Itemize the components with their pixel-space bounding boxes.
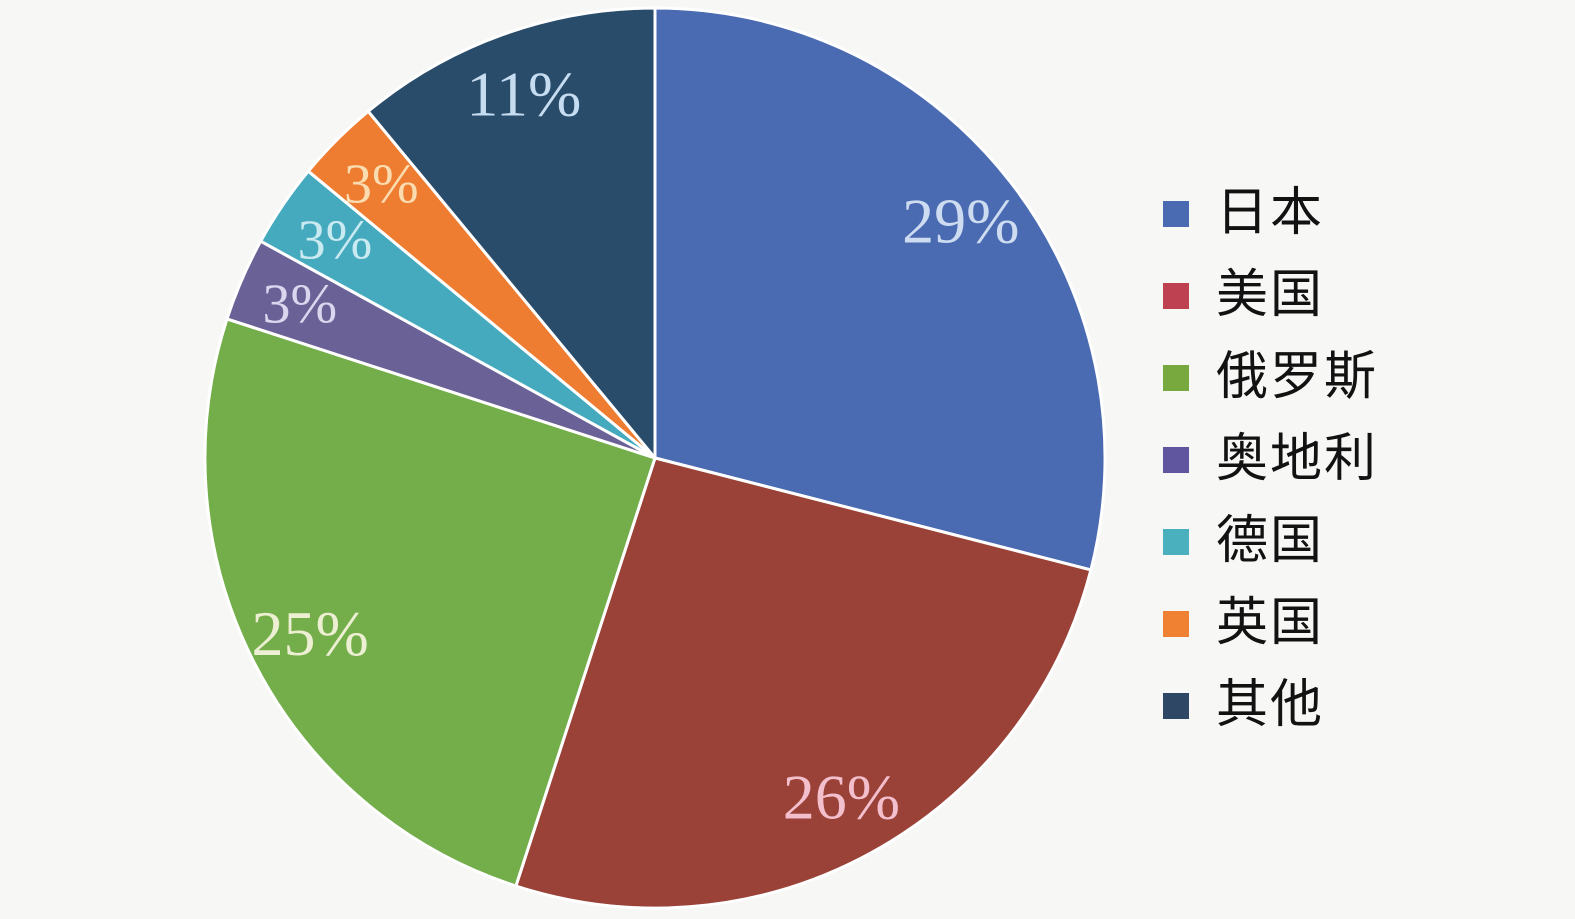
pie-label-other: 11%	[466, 58, 581, 129]
pie-slice-russia	[203, 317, 657, 888]
legend-item-germany: 德国	[1163, 501, 1378, 583]
pie-slice-japan	[653, 6, 1107, 572]
legend-swatch-austria	[1163, 447, 1189, 473]
legend-label-japan: 日本	[1216, 185, 1325, 242]
legend-item-japan: 日本	[1163, 173, 1378, 255]
legend-swatch-usa	[1163, 283, 1189, 309]
legend-swatch-russia	[1163, 365, 1189, 391]
pie-label-japan: 29%	[902, 185, 1019, 256]
legend-label-usa: 美国	[1216, 267, 1325, 324]
pie-slice-usa	[514, 456, 1093, 910]
legend-label-austria: 奥地利	[1216, 431, 1379, 488]
legend-swatch-germany	[1163, 529, 1189, 555]
chart-legend: 日本 美国 俄罗斯 奥地利 德国 英国 其他	[1163, 173, 1378, 747]
legend-item-russia: 俄罗斯	[1163, 337, 1378, 419]
legend-item-other: 其他	[1163, 665, 1378, 747]
legend-label-germany: 德国	[1216, 513, 1325, 570]
pie-label-russia: 25%	[252, 598, 369, 669]
legend-item-uk: 英国	[1163, 583, 1378, 665]
pie-slice-other	[366, 6, 657, 460]
legend-swatch-japan	[1163, 201, 1189, 227]
legend-swatch-other	[1163, 693, 1189, 719]
legend-item-austria: 奥地利	[1163, 419, 1378, 501]
legend-item-usa: 美国	[1163, 255, 1378, 337]
pie-label-germany: 3%	[298, 210, 373, 272]
legend-swatch-uk	[1163, 611, 1189, 637]
legend-label-russia: 俄罗斯	[1216, 349, 1379, 406]
pie-label-austria: 3%	[262, 273, 337, 335]
pie-label-uk: 3%	[344, 153, 419, 215]
legend-label-other: 其他	[1216, 677, 1325, 734]
legend-label-uk: 英国	[1216, 595, 1325, 652]
pie-label-usa: 26%	[783, 762, 900, 833]
